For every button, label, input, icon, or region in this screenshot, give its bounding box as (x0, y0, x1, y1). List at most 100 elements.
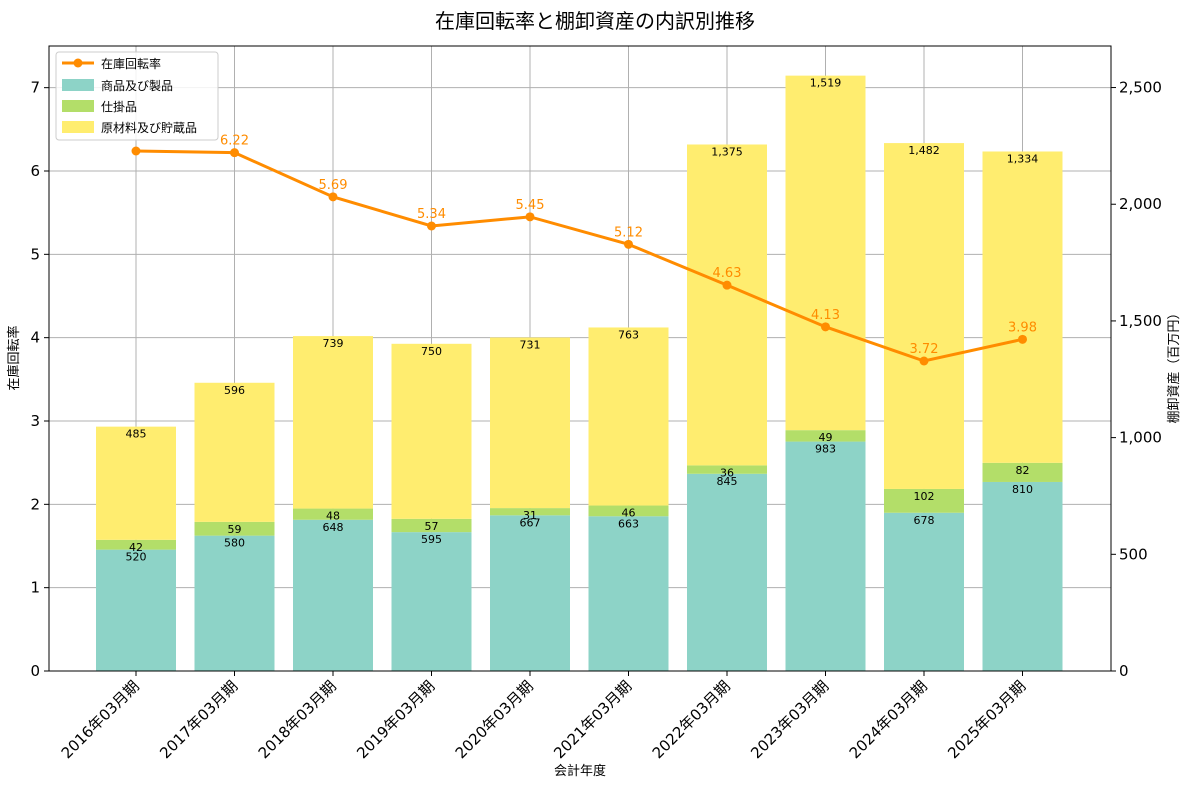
x-tick-label: 2022年03月期 (649, 677, 734, 762)
bar-segment (293, 508, 373, 520)
x-tick-label: 2019年03月期 (353, 677, 438, 762)
turnover-value-label: 4.13 (811, 308, 840, 323)
turnover-point (624, 239, 633, 249)
bar-segment (194, 521, 275, 536)
bar-value-label: 663 (618, 517, 639, 530)
bar-value-label: 810 (1012, 483, 1033, 496)
legend-label: 商品及び製品 (101, 78, 173, 93)
x-tick-label: 2024年03月期 (846, 677, 931, 762)
bar-value-label: 750 (421, 345, 442, 358)
right-tick-label: 2,500 (1119, 79, 1162, 97)
bar-value-label: 36 (720, 466, 734, 479)
legend-swatch (62, 121, 94, 133)
bar-value-label: 49 (819, 431, 833, 444)
bar-value-label: 1,482 (908, 144, 940, 157)
bar-segment (96, 539, 176, 550)
right-axis: 0 500 1,000 1,500 2,000 2,500 (1111, 79, 1162, 680)
bar-segment (785, 441, 866, 671)
x-tick-label: 2020年03月期 (452, 677, 537, 762)
right-tick-label: 500 (1119, 545, 1148, 563)
bar-value-label: 845 (717, 475, 738, 488)
bar-value-label: 648 (323, 521, 344, 534)
right-tick-label: 2,000 (1119, 195, 1162, 213)
bar-segment (194, 382, 275, 522)
bar-segment (96, 549, 176, 671)
left-tick-label: 4 (30, 329, 40, 347)
bar-value-label: 983 (815, 443, 836, 456)
left-tick-label: 7 (30, 79, 40, 97)
bar-value-label: 667 (520, 516, 541, 529)
plot-frame (48, 45, 1112, 672)
left-tick-label: 5 (30, 245, 40, 263)
legend-label: 仕掛品 (101, 99, 137, 114)
right-tick-label: 0 (1119, 662, 1129, 680)
right-axis-title: 棚卸資産（百万円） (1166, 306, 1182, 423)
bar-segment (391, 518, 472, 533)
bar-value-label: 46 (622, 507, 636, 520)
right-tick-label: 1,000 (1119, 429, 1162, 447)
bar-value-label: 102 (914, 490, 935, 503)
bar-segment (391, 532, 472, 671)
turnover-value-label: 6.22 (220, 134, 249, 149)
bar-segment (588, 327, 669, 506)
bar-value-label: 520 (126, 551, 147, 564)
bar-value-label: 31 (523, 509, 537, 522)
bar-value-label: 48 (326, 510, 340, 523)
turnover-point (525, 212, 535, 222)
bar-segment (490, 515, 570, 671)
bar-segment (293, 336, 373, 509)
bar-segment (785, 430, 866, 442)
turnover-value-label: 5.69 (319, 178, 348, 193)
left-tick-label: 2 (30, 495, 40, 513)
legend-line-marker (73, 58, 83, 68)
turnover-point (328, 192, 338, 202)
bar-segment (96, 426, 176, 540)
bar-segment (982, 462, 1063, 482)
bar-value-label: 731 (520, 338, 541, 351)
legend-swatch (62, 79, 94, 91)
bar-value-label: 57 (425, 520, 439, 533)
legend-label: 在庫回転率 (101, 56, 161, 71)
turnover-value-label: 3.98 (1008, 320, 1037, 335)
turnover-value-label: 5.45 (516, 198, 545, 213)
bar-segment (391, 343, 472, 519)
left-tick-label: 6 (30, 162, 40, 180)
turnover-value-label: 4.63 (713, 266, 742, 281)
turnover-point (1018, 334, 1027, 344)
bar-segment (194, 535, 275, 671)
bar-value-label: 763 (618, 328, 639, 341)
x-tick-label: 2023年03月期 (747, 677, 832, 762)
bar-value-label: 1,375 (711, 145, 743, 158)
bar-value-label: 739 (323, 337, 344, 350)
bar-segment (490, 337, 570, 509)
turnover-point (131, 146, 141, 156)
bar-value-label: 1,519 (810, 77, 842, 90)
legend-frame (55, 51, 219, 141)
bar-value-label: 596 (224, 384, 245, 397)
turnover-point (230, 148, 239, 158)
left-tick-label: 3 (30, 412, 40, 430)
turnover-point (427, 221, 436, 231)
x-tick-label: 2025年03月期 (944, 677, 1029, 762)
turnover-point (919, 356, 929, 366)
bar-segment (884, 488, 964, 513)
x-tick-label: 2021年03月期 (550, 677, 635, 762)
bar-value-label: 485 (126, 428, 147, 441)
bar-segment (293, 519, 373, 671)
bar-segment (687, 144, 767, 466)
bar-value-label: 82 (1016, 464, 1030, 477)
bar-segment (884, 143, 964, 489)
bar-value-label: 42 (129, 541, 143, 554)
turnover-value-label: 5.34 (417, 207, 446, 222)
left-axis: 0 1 2 3 4 5 6 7 (30, 79, 49, 680)
chart-title: 在庫回転率と棚卸資産の内訳別推移 (435, 9, 755, 33)
left-axis-title: 在庫回転率 (6, 325, 22, 390)
bar-segment (588, 516, 669, 671)
x-axis-title: 会計年度 (554, 763, 606, 779)
x-axis: 2016年03月期 2017年03月期 2018年03月期 2019年03月期 2020… (58, 671, 1029, 762)
bars (96, 75, 1063, 671)
legend-swatch (62, 100, 94, 112)
